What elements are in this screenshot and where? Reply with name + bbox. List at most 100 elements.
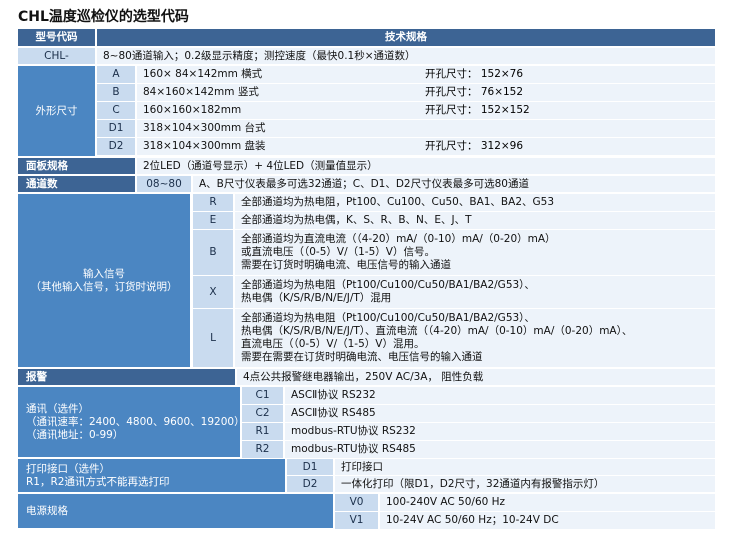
label-cell: 面板规格 bbox=[18, 158, 135, 174]
spec-cell: 全部通道均为热电阻（Pt100/Cu100/Cu50/BA1/BA2/G53）、… bbox=[235, 276, 715, 308]
text: E bbox=[209, 214, 217, 226]
spec-cell: ASCⅡ协议 RS485 bbox=[285, 405, 715, 422]
text: 开孔尺寸： 76×152 bbox=[425, 86, 524, 98]
text: 160× 84×142mm 横式 bbox=[143, 68, 263, 80]
text: 直流电压（（0-5）V/（1-5）V）混用。 bbox=[241, 338, 425, 350]
text: （其他输入信号，订货时说明） bbox=[30, 280, 178, 293]
spec-cell: 全部通道均为热电阻（Pt100/Cu100/Cu50/BA1/BA2/G53）、… bbox=[235, 309, 715, 367]
label-cell: 打印接口（选件） R1，R2通讯方式不能再选打印 bbox=[18, 459, 285, 492]
text: 一体化打印（限D1，D2尺寸，32通道内有报警指示灯） bbox=[341, 477, 605, 490]
text: ASCⅡ协议 RS485 bbox=[291, 407, 376, 419]
text: V1 bbox=[349, 514, 364, 526]
code-cell: CHL- bbox=[18, 48, 95, 64]
code-cell: D1 bbox=[97, 120, 135, 137]
code-cell: 08~80 bbox=[137, 176, 191, 192]
text: 热电偶（K/S/R/B/N/E/J/T）混用 bbox=[241, 292, 392, 304]
cutout: 开孔尺寸： 152×152 bbox=[425, 102, 625, 119]
spec-cell: 8~80通道输入；0.2级显示精度；测控速度（最快0.1秒×通道数） bbox=[97, 48, 715, 64]
header-cell: 技术规格 bbox=[97, 29, 715, 46]
spec-cell: 160× 84×142mm 横式 bbox=[137, 66, 715, 83]
text: C1 bbox=[255, 389, 270, 401]
header-cell: 型号代码 bbox=[18, 29, 95, 46]
label-cell: 通道数 bbox=[18, 176, 135, 192]
spec-cell: 一体化打印（限D1，D2尺寸，32通道内有报警指示灯） bbox=[335, 476, 715, 492]
label-cell: 通讯（选件） （通讯速率：2400、4800、9600、19200） （通讯地址：0… bbox=[18, 387, 240, 457]
spec-cell: 2位LED（通道号显示）+ 4位LED（测量值显示） bbox=[137, 158, 715, 174]
text: 318×104×300mm 盘装 bbox=[143, 140, 266, 152]
label-cell: 输入信号 （其他输入信号，订货时说明） bbox=[18, 194, 190, 367]
text: 开孔尺寸： 152×152 bbox=[425, 104, 530, 116]
text: 08~80 bbox=[146, 177, 182, 190]
text: 面板规格 bbox=[26, 159, 68, 172]
spec-cell: 84×160×142mm 竖式 bbox=[137, 84, 715, 101]
spec-cell: A、B尺寸仪表最多可选32通道；C、D1、D2尺寸仪表最多可选80通道 bbox=[193, 176, 715, 192]
text: B bbox=[209, 246, 217, 258]
text: 或直流电压（（0-5）V/（1-5）V）信号。 bbox=[241, 246, 435, 258]
code-cell: E bbox=[193, 212, 233, 229]
spec-cell: ASCⅡ协议 RS232 bbox=[285, 387, 715, 404]
text: 开孔尺寸： 312×96 bbox=[425, 140, 524, 152]
text: 需要在需要在订货时明确电流、电压信号的输入通道 bbox=[241, 351, 483, 363]
text: 报警 bbox=[26, 370, 47, 383]
text: R1，R2通讯方式不能再选打印 bbox=[26, 475, 170, 488]
spec-cell: 全部通道均为热电偶，K、S、R、B、N、E、J、T bbox=[235, 212, 715, 229]
text: CHL- bbox=[44, 49, 69, 62]
text: V0 bbox=[349, 496, 364, 508]
text: 318×104×300mm 台式 bbox=[143, 122, 266, 134]
spec-cell: 100-240V AC 50/60 Hz bbox=[380, 494, 715, 511]
label-cell: 外形尺寸 bbox=[18, 66, 95, 156]
code-cell: C1 bbox=[242, 387, 283, 404]
spec-cell: 10-24V AC 50/60 Hz；10-24V DC bbox=[380, 512, 715, 529]
code-cell: B bbox=[193, 230, 233, 275]
code-cell: R1 bbox=[242, 423, 283, 440]
text: R bbox=[209, 196, 217, 208]
code-cell: C2 bbox=[242, 405, 283, 422]
spec-cell: modbus-RTU协议 RS232 bbox=[285, 423, 715, 440]
text: 开孔尺寸： 152×76 bbox=[425, 68, 524, 80]
spec-cell: 160×160×182mm bbox=[137, 102, 715, 119]
text: D2 bbox=[108, 140, 124, 152]
code-cell: D2 bbox=[287, 476, 333, 492]
code-cell: A bbox=[97, 66, 135, 83]
text: 全部通道均为直流电流（（4-20）mA/（0-10）mA/（0-20）mA） bbox=[241, 233, 556, 245]
cutout: 开孔尺寸： 76×152 bbox=[425, 84, 625, 101]
text: 打印接口 bbox=[341, 460, 383, 473]
spec-cell: 全部通道均为直流电流（（4-20）mA/（0-10）mA/（0-20）mA） 或直… bbox=[235, 230, 715, 275]
text: R1 bbox=[255, 425, 270, 437]
code-cell: X bbox=[193, 276, 233, 308]
text: X bbox=[209, 285, 217, 298]
spec-cell: 318×104×300mm 盘装 bbox=[137, 138, 715, 155]
title: CHL温度巡检仪的选型代码 bbox=[18, 9, 189, 25]
spec-cell: 4点公共报警继电器输出，250V AC/3A， 阻性负载 bbox=[237, 369, 715, 385]
code-cell: D1 bbox=[287, 459, 333, 475]
cutout: 开孔尺寸： 312×96 bbox=[425, 138, 625, 155]
text: 需要在订货时明确电流、电压信号的输入通道 bbox=[241, 259, 451, 271]
text: 全部通道均为热电阻（Pt100/Cu100/Cu50/BA1/BA2/G53）、 bbox=[241, 279, 535, 291]
code-cell: V0 bbox=[335, 494, 378, 511]
text: 全部通道均为热电阻（Pt100/Cu100/Cu50/BA1/BA2/G53）、 bbox=[241, 312, 535, 324]
text: 通道数 bbox=[26, 177, 58, 190]
spec-cell: 全部通道均为热电阻，Pt100、Cu100、Cu50、BA1、BA2、G53 bbox=[235, 194, 715, 211]
text: 100-240V AC 50/60 Hz bbox=[386, 496, 506, 508]
text: 输入信号 bbox=[83, 267, 125, 280]
text: D1 bbox=[302, 460, 318, 473]
text: modbus-RTU协议 RS232 bbox=[291, 425, 416, 437]
spec-cell: modbus-RTU协议 RS485 bbox=[285, 441, 715, 458]
spec-cell: 318×104×300mm 台式 bbox=[137, 120, 715, 137]
cutout: 开孔尺寸： 152×76 bbox=[425, 66, 625, 83]
text: （通讯地址：0-99） bbox=[26, 428, 124, 441]
text: C bbox=[112, 104, 120, 116]
text: A bbox=[112, 68, 120, 80]
code-cell: R2 bbox=[242, 441, 283, 458]
text: 电源规格 bbox=[26, 504, 68, 517]
text: 4点公共报警继电器输出，250V AC/3A， 阻性负载 bbox=[243, 370, 484, 383]
text: 全部通道均为热电偶，K、S、R、B、N、E、J、T bbox=[241, 214, 472, 226]
text: 全部通道均为热电阻，Pt100、Cu100、Cu50、BA1、BA2、G53 bbox=[241, 196, 554, 208]
text: 外形尺寸 bbox=[35, 104, 78, 117]
code-cell: B bbox=[97, 84, 135, 101]
text: （通讯速率：2400、4800、9600、19200） bbox=[26, 415, 240, 428]
text: 技术规格 bbox=[385, 31, 427, 43]
text: 热电偶（K/S/R/B/N/E/J/T）、直流电流（（4-20）mA/（0-10… bbox=[241, 325, 633, 337]
label-cell: 电源规格 bbox=[18, 494, 333, 528]
